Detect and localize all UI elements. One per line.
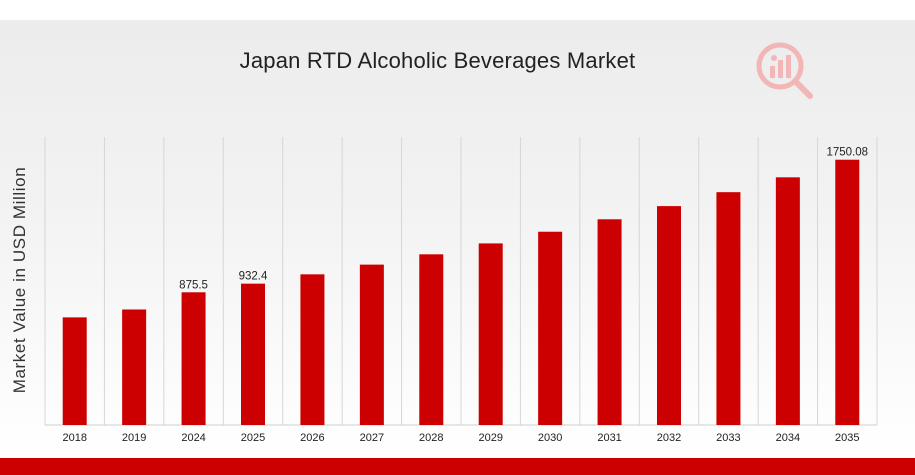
bar-2031 (597, 219, 622, 425)
bar-2028 (419, 254, 444, 425)
x-tick-label: 2028 (419, 432, 443, 444)
data-label-2025: 932.4 (239, 271, 268, 283)
chart-title: Japan RTD Alcoholic Beverages Market (239, 48, 636, 73)
x-tick-label: 2024 (181, 432, 205, 444)
x-tick-label: 2035 (835, 432, 859, 444)
bar-2034 (775, 177, 800, 425)
bar-2035 (835, 159, 860, 425)
bar-2024 (181, 292, 206, 425)
bar-2030 (538, 231, 563, 425)
bar-2027 (359, 264, 384, 425)
bar-2026 (300, 274, 325, 425)
x-tick-label: 2031 (597, 432, 621, 444)
x-tick-label: 2026 (300, 432, 324, 444)
x-tick-label: 2030 (538, 432, 562, 444)
bar-2033 (716, 192, 741, 425)
x-tick-label: 2025 (241, 432, 265, 444)
data-label-2035: 1750.08 (826, 147, 868, 159)
bar-2018 (62, 317, 87, 425)
x-tick-label: 2027 (360, 432, 384, 444)
data-label-2024: 875.5 (179, 279, 208, 291)
chart-panel (0, 20, 915, 458)
brand-footer-strip (0, 458, 915, 475)
analytics-magnifier-logo-icon (756, 42, 813, 99)
x-tick-label: 2032 (657, 432, 681, 444)
x-tick-label: 2029 (478, 432, 502, 444)
x-tick-label: 2034 (776, 432, 800, 444)
x-tick-label: 2033 (716, 432, 740, 444)
bar-2019 (122, 309, 147, 425)
x-tick-label: 2018 (62, 432, 86, 444)
bar-2025 (241, 283, 265, 425)
x-tick-label: 2019 (122, 432, 146, 444)
bar-2029 (478, 243, 503, 425)
bar-2032 (657, 206, 681, 425)
